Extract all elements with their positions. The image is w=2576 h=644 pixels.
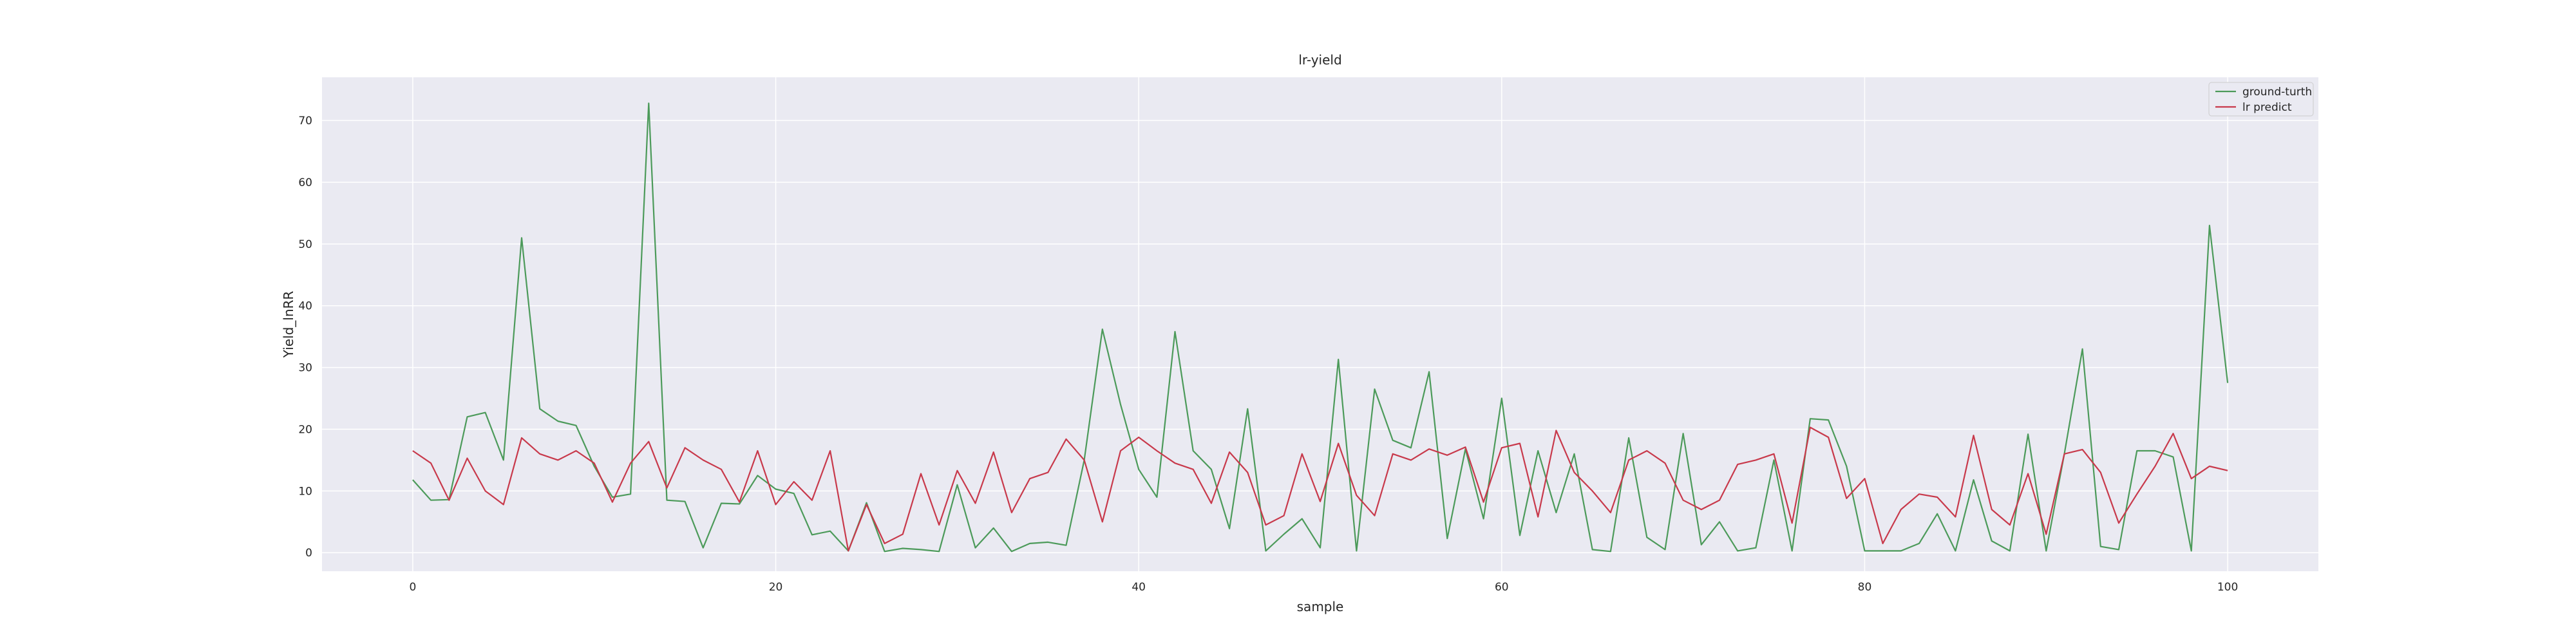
y-tick-label: 60 <box>298 176 312 189</box>
y-tick-label: 40 <box>298 300 312 313</box>
x-tick-label: 80 <box>1858 581 1872 594</box>
y-tick-label: 10 <box>298 485 312 498</box>
legend: ground-turth lr predict <box>2208 82 2314 117</box>
series-line-ground-turth <box>412 102 2229 553</box>
series-line-lr-predict <box>412 426 2228 552</box>
legend-label: ground-turth <box>2242 86 2312 99</box>
chart-title: lr-yield <box>1298 52 1341 68</box>
y-tick-label: 70 <box>298 115 312 128</box>
y-tick-label: 30 <box>298 362 312 375</box>
x-tick-label: 0 <box>409 581 416 594</box>
x-axis-title: sample <box>1297 599 1344 614</box>
x-tick-label: 20 <box>769 581 783 594</box>
y-tick-label: 0 <box>305 547 312 560</box>
tick-labels: 0 20 40 60 80 100 0 10 20 30 40 50 60 70 <box>298 115 2238 594</box>
y-axis-title: Yield_lnRR <box>281 291 296 359</box>
legend-label: lr predict <box>2242 101 2292 114</box>
plot-area <box>322 77 2318 571</box>
series-lines <box>412 102 2229 553</box>
x-tick-label: 60 <box>1495 581 1509 594</box>
y-tick-label: 20 <box>298 423 312 436</box>
grid-lines <box>322 77 2318 571</box>
x-tick-label: 40 <box>1132 581 1146 594</box>
y-tick-label: 50 <box>298 238 312 251</box>
x-tick-label: 100 <box>2217 581 2238 594</box>
